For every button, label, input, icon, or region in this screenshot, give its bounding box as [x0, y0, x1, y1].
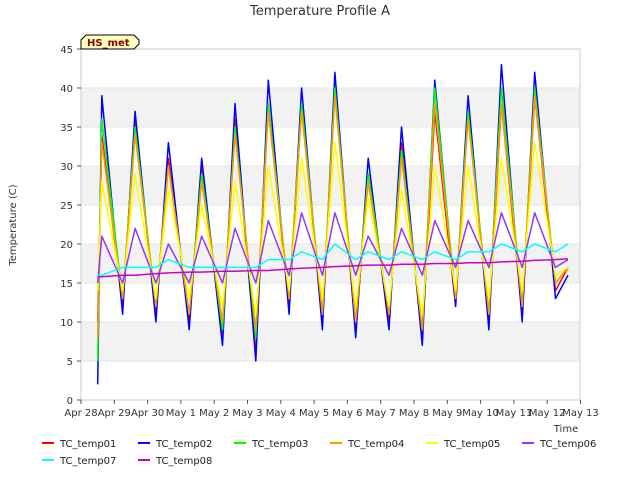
- y-tick-label: 15: [60, 279, 73, 290]
- badge: HS_met: [80, 34, 140, 50]
- x-tick-label: May 13: [562, 408, 599, 419]
- grid-band: [81, 322, 580, 361]
- y-tick-label: 40: [60, 84, 73, 95]
- y-tick-label: 10: [60, 318, 73, 329]
- x-axis: Apr 28 Apr 29 Apr 30 May 1 May 2 May 3 May 4 Ma…: [64, 400, 599, 419]
- series-line-tc_temp08: [97, 258, 569, 278]
- y-axis-label: Temperature (C): [8, 184, 19, 266]
- series-line-tc_temp07: [97, 243, 569, 276]
- y-tick-label: 35: [60, 123, 73, 134]
- chart-title: Temperature Profile A: [249, 4, 390, 19]
- legend-label: TC_temp05: [443, 439, 500, 450]
- legend-label: TC_temp02: [155, 439, 212, 450]
- y-tick-label: 5: [67, 357, 73, 368]
- y-tick-label: 20: [60, 240, 73, 251]
- series-line-tc_temp06: [96, 212, 569, 284]
- legend-label: TC_temp08: [155, 456, 212, 467]
- legend-label: TC_temp01: [59, 439, 116, 450]
- y-tick-label: 25: [60, 201, 73, 212]
- x-tick-label: May 6: [332, 408, 362, 419]
- y-tick-label: 30: [60, 162, 73, 173]
- x-tick-label: Apr 29: [98, 408, 131, 419]
- x-axis-label: Time: [553, 424, 578, 435]
- x-tick-label: May 1: [166, 408, 196, 419]
- x-tick-label: Apr 30: [131, 408, 164, 419]
- badge-label: HS_met: [87, 38, 130, 49]
- grid-band: [81, 88, 580, 127]
- x-tick-label: May 3: [232, 408, 262, 419]
- legend-label: TC_temp04: [347, 439, 404, 450]
- y-tick-label: 45: [60, 45, 73, 56]
- x-tick-label: May 2: [199, 408, 229, 419]
- series-lines: [96, 63, 569, 385]
- legend-label: TC_temp07: [59, 456, 116, 467]
- series-line-tc_temp04: [96, 95, 569, 338]
- y-tick-label: 0: [67, 396, 73, 407]
- x-tick-label: May 4: [266, 408, 296, 419]
- y-axis: 0 5 10 15 20 25 30 35 40 45: [60, 45, 81, 407]
- x-tick-label: May 8: [399, 408, 429, 419]
- series-line-tc_temp05: [96, 141, 569, 315]
- x-tick-label: Apr 28: [64, 408, 97, 419]
- x-tick-label: May 5: [299, 408, 329, 419]
- legend: TC_temp01 TC_temp02 TC_temp03 TC_temp04 TC_t…: [42, 439, 596, 467]
- legend-label: TC_temp06: [539, 439, 596, 450]
- x-tick-label: May 12: [529, 408, 566, 419]
- legend-label: TC_temp03: [251, 439, 308, 450]
- x-tick-label: May 11: [496, 408, 533, 419]
- x-tick-label: May 10: [462, 408, 499, 419]
- plot-frame: [80, 48, 581, 401]
- badge-shape: [80, 34, 140, 50]
- x-tick-label: May 7: [366, 408, 396, 419]
- x-tick-label: May 9: [432, 408, 462, 419]
